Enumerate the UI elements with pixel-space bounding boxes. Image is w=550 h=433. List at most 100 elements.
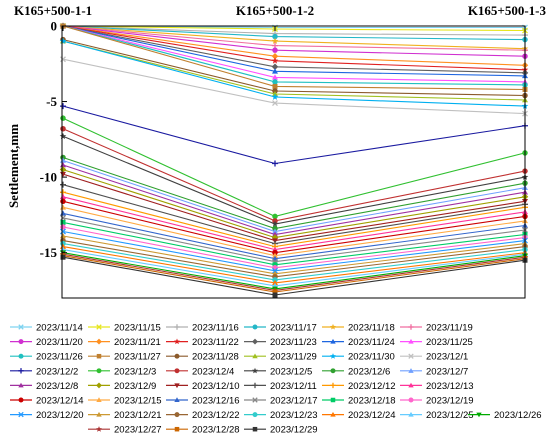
legend-marker [330,411,336,417]
data-point [272,33,278,40]
legend-marker [174,368,180,374]
legend-label: 2023/12/12 [348,381,396,392]
legend-label: 2023/12/1 [426,352,468,363]
legend-item: 2023/12/13 [400,381,474,392]
data-point [272,100,278,107]
legend-marker [174,426,180,432]
legend-label: 2023/12/22 [192,410,240,421]
legend-label: 2023/12/7 [426,366,468,377]
legend-marker [408,353,414,359]
series-2023-12-9 [59,166,529,241]
legend-marker [96,353,102,359]
legend-item: 2023/11/16 [166,323,239,334]
legend-marker [18,368,24,374]
legend-label: 2023/12/6 [348,366,390,377]
data-point [59,132,67,140]
legend-item: 2023/12/20 [10,410,84,421]
data-point [60,228,66,235]
legend-label: 2023/11/23 [270,337,317,348]
legend-label: 2023/11/16 [192,323,239,334]
data-point [272,68,278,74]
y-tick-label: -10 [40,170,57,185]
legend-label: 2023/12/17 [270,396,318,407]
data-point [60,103,66,110]
data-point [60,254,66,260]
data-point [272,289,278,295]
legend-item: 2023/12/14 [10,396,84,407]
legend-marker [330,382,336,389]
legend-label: 2023/11/14 [36,323,83,334]
data-point [272,160,278,167]
legend-label: 2023/11/27 [114,352,161,363]
legend-marker [18,411,24,418]
legend-marker [408,324,414,330]
legend-marker [408,382,414,388]
legend-item: 2023/12/8 [10,381,78,392]
legend-item: 2023/11/19 [400,323,473,334]
legend-item: 2023/12/17 [244,396,318,407]
legend-label: 2023/11/19 [426,323,473,334]
legend-marker [96,426,102,432]
legend-item: 2023/12/15 [88,396,162,407]
legend-item: 2023/11/27 [88,352,161,363]
x-category-label: K165+500-1-3 [468,3,547,18]
legend-item: 2023/11/25 [400,337,473,348]
legend-marker [252,412,258,418]
legend-item: 2023/11/29 [244,352,317,363]
data-point [271,93,279,100]
data-point [272,231,278,237]
legend-item: 2023/12/2 [10,366,78,377]
series-2023-12-7 [60,157,528,234]
legend-marker [18,353,24,359]
legend-marker [408,411,414,417]
legend-item: 2023/12/16 [166,396,240,407]
legend-item: 2023/11/20 [10,337,83,348]
legend-label: 2023/12/18 [348,396,396,407]
data-point [272,252,278,258]
series-line [62,200,526,254]
data-point [272,74,278,80]
axes: 0 -5 -10 -15 K165+500-1-1 K165+500-1-2 K165+50… [14,3,547,299]
legend-marker [18,382,24,388]
legend-marker [96,382,102,389]
legend-marker [174,412,180,418]
data-point [271,52,279,60]
series-2023-12-20 [60,228,528,274]
legend-label: 2023/11/26 [36,352,83,363]
legend-item: 2023/11/28 [166,352,239,363]
y-tick-label: 0 [51,19,58,34]
legend-label: 2023/11/29 [270,352,317,363]
legend-item: 2023/12/23 [244,410,318,421]
legend-label: 2023/12/27 [114,425,162,433]
data-point [60,214,66,221]
legend-item: 2023/12/25 [400,410,474,421]
legend-item: 2023/12/4 [166,366,234,377]
data-point [272,79,278,85]
x-category-label: K165+500-1-1 [14,3,92,18]
legend-label: 2023/12/19 [426,396,474,407]
legend-marker [252,353,258,359]
legend-item: 2023/12/29 [244,425,318,433]
series-line [62,128,526,222]
data-point [271,220,279,227]
legend-marker [252,382,258,389]
legend-item: 2023/12/24 [322,410,396,421]
legend-label: 2023/11/18 [348,323,395,334]
legend-marker [96,368,102,374]
data-point [60,56,66,63]
data-point [272,225,278,232]
legend-label: 2023/12/15 [114,396,162,407]
data-point [272,83,278,89]
data-point [272,88,278,94]
y-tick-label: -5 [46,94,57,109]
legend-item: 2023/12/3 [88,366,156,377]
legend-label: 2023/11/25 [426,337,473,348]
data-point [60,219,66,225]
legend-marker [96,338,102,345]
legend-item: 2023/12/28 [166,425,240,433]
data-point [60,204,66,210]
legend-label: 2023/11/17 [270,323,317,334]
legend-label: 2023/12/13 [426,381,474,392]
legend-item: 2023/12/5 [244,366,312,377]
